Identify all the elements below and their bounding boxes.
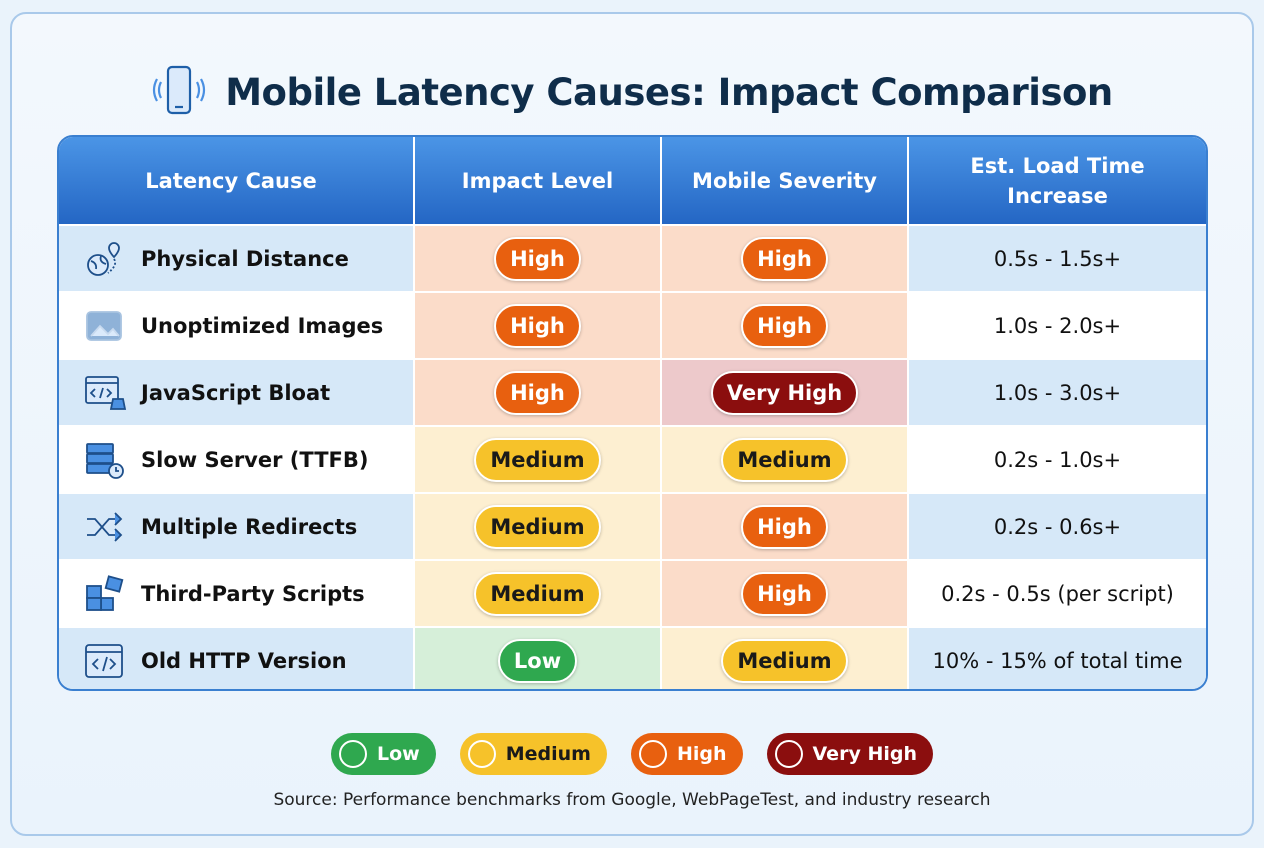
legend-item: Very High <box>766 733 933 775</box>
cause-cell: Unoptimized Images <box>59 293 413 358</box>
impact-badge: High <box>494 303 581 348</box>
load-time-cell: 1.0s - 2.0s+ <box>907 293 1206 358</box>
impact-badge: Medium <box>474 504 601 549</box>
load-time-cell: 0.2s - 0.5s (per script) <box>907 561 1206 626</box>
source-note: Source: Performance benchmarks from Goog… <box>273 790 991 810</box>
severity-cell: High <box>660 226 907 291</box>
severity-badge: High <box>741 571 828 616</box>
legend-dot-icon <box>339 740 368 768</box>
table-row: Multiple Redirects Medium High 0.2s - 0.… <box>59 492 1206 559</box>
header-latency-cause: Latency Cause <box>145 168 317 193</box>
impact-badge: Medium <box>474 437 601 482</box>
server-clock-icon <box>83 440 127 480</box>
severity-cell: High <box>660 293 907 358</box>
load-time-cell: 0.2s - 1.0s+ <box>907 427 1206 492</box>
impact-cell: Medium <box>413 427 660 492</box>
load-time-value: 0.2s - 0.5s (per script) <box>941 581 1174 606</box>
severity-badge: High <box>741 504 828 549</box>
legend: Low Medium High Very High <box>12 733 1252 775</box>
cause-name: Third-Party Scripts <box>141 581 365 606</box>
cause-cell: Third-Party Scripts <box>59 561 413 626</box>
image-icon <box>83 306 127 346</box>
table-row: JavaScript Bloat High Very High 1.0s - 3… <box>59 358 1206 425</box>
load-time-cell: 0.2s - 0.6s+ <box>907 494 1206 559</box>
load-time-value: 0.2s - 0.6s+ <box>993 514 1122 539</box>
legend-label: High <box>676 743 727 765</box>
infographic-card: Mobile Latency Causes: Impact Comparison… <box>10 12 1254 836</box>
load-time-value: 0.5s - 1.5s+ <box>993 246 1122 271</box>
impact-cell: High <box>413 226 660 291</box>
severity-cell: Medium <box>660 628 907 689</box>
cause-name: Multiple Redirects <box>141 514 358 539</box>
load-time-cell: 10% - 15% of total time <box>907 628 1206 689</box>
table-row: Physical Distance High High 0.5s - 1.5s+ <box>59 224 1206 291</box>
table-row: Old HTTP Version Low Medium 10% - 15% of… <box>59 626 1206 689</box>
impact-cell: High <box>413 293 660 358</box>
load-time-value: 10% - 15% of total time <box>932 648 1183 673</box>
table-row: Unoptimized Images High High 1.0s - 2.0s… <box>59 291 1206 358</box>
impact-cell: High <box>413 360 660 425</box>
cause-name: Slow Server (TTFB) <box>141 447 369 472</box>
title-bar: Mobile Latency Causes: Impact Comparison <box>12 62 1252 122</box>
severity-badge: Medium <box>721 437 848 482</box>
table-row: Third-Party Scripts Medium High 0.2s - 0… <box>59 559 1206 626</box>
severity-cell: High <box>660 561 907 626</box>
legend-dot-icon <box>774 740 803 768</box>
page-title: Mobile Latency Causes: Impact Comparison <box>225 70 1113 114</box>
header-impact-level: Impact Level <box>413 137 660 224</box>
impact-badge: Low <box>497 638 578 683</box>
cause-name: Old HTTP Version <box>141 648 347 673</box>
severity-badge: Very High <box>710 370 859 415</box>
severity-badge: Medium <box>721 638 848 683</box>
cause-cell: Slow Server (TTFB) <box>59 427 413 492</box>
impact-cell: Low <box>413 628 660 689</box>
puzzle-icon <box>83 574 127 614</box>
legend-dot-icon <box>638 740 667 768</box>
impact-badge: Medium <box>474 571 601 616</box>
header-mobile-severity: Mobile Severity <box>660 137 907 224</box>
severity-badge: High <box>741 303 828 348</box>
load-time-value: 0.2s - 1.0s+ <box>993 447 1122 472</box>
severity-cell: Very High <box>660 360 907 425</box>
cause-cell: Physical Distance <box>59 226 413 291</box>
load-time-cell: 1.0s - 3.0s+ <box>907 360 1206 425</box>
cause-name: Physical Distance <box>141 246 349 271</box>
legend-item: Medium <box>459 733 607 775</box>
impact-badge: High <box>494 236 581 281</box>
severity-cell: High <box>660 494 907 559</box>
code-weight-icon <box>83 373 127 413</box>
load-time-value: 1.0s - 2.0s+ <box>993 313 1122 338</box>
cause-name: Unoptimized Images <box>141 313 384 338</box>
severity-cell: Medium <box>660 427 907 492</box>
cause-cell: Multiple Redirects <box>59 494 413 559</box>
legend-label: Low <box>377 743 420 765</box>
legend-dot-icon <box>467 740 496 768</box>
table-header: Latency Cause Impact Level Mobile Severi… <box>59 137 1206 224</box>
legend-label: Very High <box>812 743 917 765</box>
globe-pin-icon <box>83 239 127 279</box>
table-row: Slow Server (TTFB) Medium Medium 0.2s - … <box>59 425 1206 492</box>
cause-cell: JavaScript Bloat <box>59 360 413 425</box>
legend-item: High <box>630 733 743 775</box>
shuffle-arrows-icon <box>83 507 127 547</box>
legend-item: Low <box>331 733 436 775</box>
cause-name: JavaScript Bloat <box>141 380 331 405</box>
load-time-value: 1.0s - 3.0s+ <box>993 380 1122 405</box>
load-time-cell: 0.5s - 1.5s+ <box>907 226 1206 291</box>
legend-label: Medium <box>505 743 591 765</box>
impact-badge: High <box>494 370 581 415</box>
mobile-phone-icon <box>151 62 207 122</box>
browser-code-icon <box>83 641 127 681</box>
cause-cell: Old HTTP Version <box>59 628 413 689</box>
comparison-table: Latency Cause Impact Level Mobile Severi… <box>57 135 1208 691</box>
severity-badge: High <box>741 236 828 281</box>
impact-cell: Medium <box>413 561 660 626</box>
impact-cell: Medium <box>413 494 660 559</box>
header-load-time: Est. Load Time Increase <box>907 137 1206 224</box>
